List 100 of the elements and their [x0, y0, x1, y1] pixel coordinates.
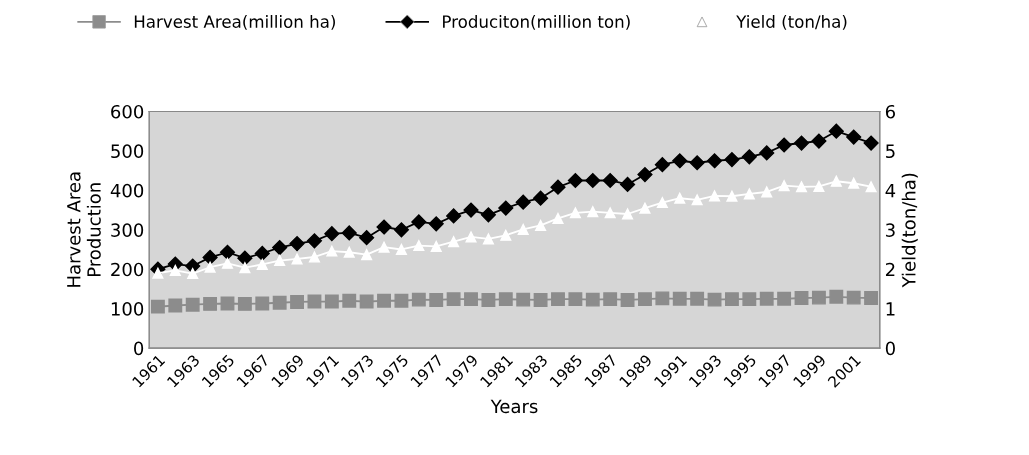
point	[430, 240, 442, 252]
point	[239, 262, 251, 274]
point	[533, 190, 549, 206]
point	[359, 230, 375, 246]
point	[308, 251, 321, 263]
point	[585, 172, 601, 189]
point	[811, 290, 826, 305]
x-axis-title: Years	[490, 399, 538, 414]
point	[428, 216, 444, 232]
point	[638, 292, 652, 307]
point	[361, 249, 373, 261]
y-tick-label: 100	[111, 302, 144, 316]
point	[187, 267, 199, 280]
point	[552, 212, 564, 224]
point	[830, 175, 842, 187]
point	[498, 292, 513, 307]
point	[741, 149, 757, 165]
point	[342, 293, 357, 308]
point	[690, 291, 705, 306]
point	[569, 207, 581, 219]
point	[654, 157, 670, 173]
point	[254, 245, 270, 262]
y2-axis-title: Yield(ton/ha)	[901, 173, 918, 288]
point	[341, 225, 357, 241]
point	[393, 222, 410, 238]
point	[237, 296, 252, 311]
point	[150, 299, 165, 314]
point	[411, 214, 427, 230]
point	[203, 296, 218, 311]
point	[655, 291, 670, 306]
point	[168, 298, 183, 313]
point	[846, 129, 862, 145]
point	[848, 177, 860, 189]
y2-tick-label: 4	[885, 184, 896, 198]
point	[256, 258, 268, 271]
point	[411, 292, 426, 307]
point	[743, 188, 755, 200]
point	[413, 239, 425, 252]
point	[829, 289, 844, 304]
point	[448, 236, 460, 248]
point	[603, 292, 618, 307]
y2-tick-label: 6	[885, 104, 896, 119]
point	[707, 292, 722, 307]
point	[324, 226, 340, 242]
point	[429, 293, 444, 307]
point	[272, 239, 288, 256]
point	[515, 194, 531, 210]
point	[813, 180, 825, 192]
y2-tick-label: 5	[886, 144, 895, 159]
y-tick-label: 300	[111, 223, 144, 237]
point	[691, 194, 703, 206]
point	[274, 254, 286, 267]
point	[481, 293, 496, 307]
point	[551, 292, 565, 307]
point	[219, 244, 236, 260]
point	[376, 219, 392, 235]
point	[550, 179, 566, 195]
point	[639, 202, 651, 214]
point	[864, 291, 879, 305]
y-tick-label: 500	[111, 144, 144, 159]
point	[759, 291, 774, 306]
point	[202, 249, 218, 265]
point	[480, 207, 496, 223]
point	[863, 135, 879, 151]
point	[724, 292, 739, 307]
y2-tick-label: 3	[886, 223, 895, 237]
point	[794, 291, 809, 305]
point	[724, 152, 740, 168]
point	[865, 181, 877, 193]
point	[185, 297, 200, 312]
point	[726, 190, 738, 202]
point	[237, 250, 253, 266]
y-tick-label: 200	[111, 262, 144, 277]
point	[602, 172, 618, 189]
point	[620, 293, 635, 307]
point	[221, 257, 234, 269]
point	[587, 206, 599, 218]
legend-label: Harvest Area(million ha)	[134, 15, 335, 30]
legend-label: Yield (ton/ha)	[736, 15, 847, 30]
point	[377, 293, 391, 308]
point	[204, 261, 216, 273]
point	[776, 137, 792, 153]
point	[777, 291, 792, 306]
point	[464, 292, 478, 307]
point	[446, 292, 461, 307]
point	[533, 293, 548, 307]
point	[326, 245, 338, 257]
point	[517, 223, 529, 235]
point	[289, 236, 305, 252]
point	[742, 292, 757, 307]
point	[500, 229, 512, 241]
point	[761, 186, 773, 198]
point	[272, 295, 287, 310]
point	[793, 135, 810, 151]
y-axis-title: Harvest Area Production	[67, 172, 101, 287]
point	[759, 145, 775, 161]
point	[656, 197, 668, 209]
point	[306, 233, 323, 249]
point	[395, 243, 407, 256]
point	[672, 153, 688, 169]
